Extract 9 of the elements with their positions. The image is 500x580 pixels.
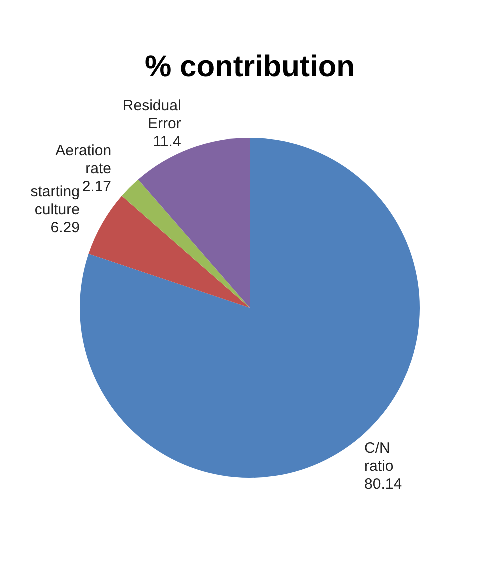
data-label: 80.14 bbox=[364, 476, 402, 494]
slice-label: Residual Error bbox=[122, 98, 182, 133]
data-label: 6.29 bbox=[50, 220, 80, 237]
slice-label: starting culture bbox=[30, 184, 80, 219]
data-label: 2.17 bbox=[82, 178, 112, 196]
slice-label: C/N ratio bbox=[364, 440, 394, 476]
slice-label: Aeration rate bbox=[56, 142, 112, 178]
data-label: 11.4 bbox=[153, 134, 182, 151]
chart-title: % contribution bbox=[145, 50, 355, 84]
